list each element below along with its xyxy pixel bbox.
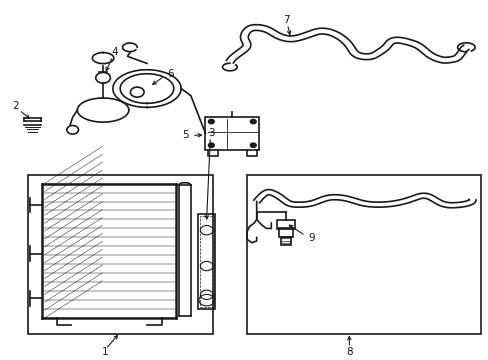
Bar [281,237,290,244]
Circle shape [250,120,256,124]
Text: 6: 6 [167,69,173,79]
Text: 5: 5 [182,130,188,140]
Text: 1: 1 [102,347,109,357]
Bar [27,175,212,334]
Bar [198,214,215,309]
Circle shape [208,120,214,124]
Circle shape [208,143,214,147]
Circle shape [250,143,256,147]
Text: 4: 4 [111,47,118,57]
Text: 7: 7 [282,15,289,25]
Bar [246,175,480,334]
Bar [277,220,294,229]
Text: 8: 8 [346,347,352,357]
Text: 9: 9 [308,233,314,243]
Text: 2: 2 [12,102,19,112]
Bar [205,117,259,149]
Bar [278,228,293,237]
Bar [199,216,213,307]
Text: 3: 3 [207,128,214,138]
